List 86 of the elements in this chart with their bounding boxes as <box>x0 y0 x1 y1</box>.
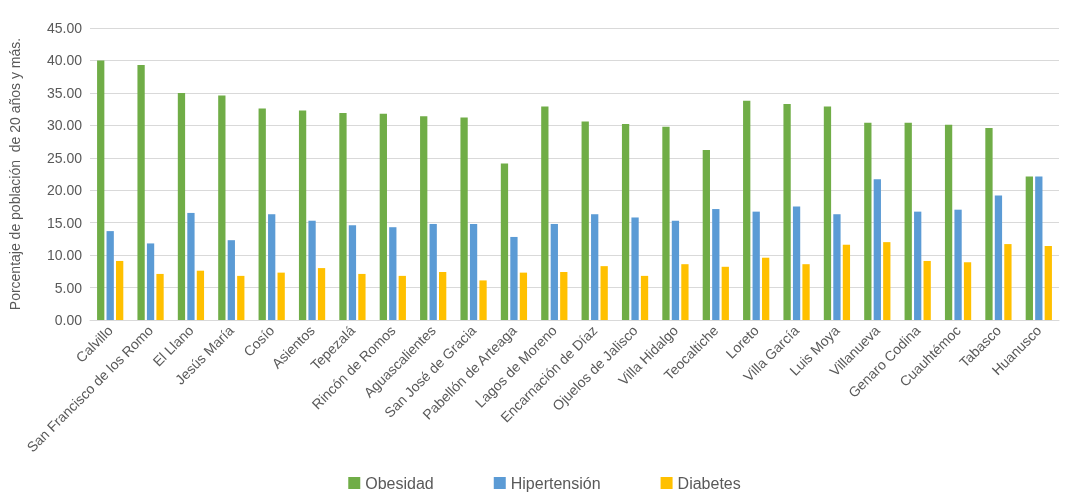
bar <box>389 227 397 320</box>
bar <box>398 275 406 320</box>
bar <box>258 108 266 320</box>
y-tick-label: 25.00 <box>46 149 83 166</box>
bar <box>550 223 558 320</box>
y-tick-label: 0.00 <box>54 312 83 328</box>
bar <box>469 223 478 320</box>
bar <box>923 260 931 320</box>
bar <box>671 220 680 320</box>
bar <box>640 275 649 320</box>
bar <box>600 266 608 320</box>
bar <box>420 116 428 320</box>
bar <box>439 271 447 320</box>
y-tick-label: 15.00 <box>46 214 83 231</box>
bar <box>1044 246 1052 320</box>
bar <box>560 271 568 320</box>
bar <box>308 220 316 320</box>
bar <box>944 124 953 320</box>
bar <box>792 206 801 320</box>
bar <box>842 244 851 320</box>
y-tick-label: 10.00 <box>46 247 83 264</box>
bar <box>802 264 810 320</box>
bar <box>873 179 881 320</box>
bar <box>702 149 710 320</box>
bar <box>218 95 226 320</box>
legend-label: Hipertensión <box>510 474 601 492</box>
bar <box>187 212 195 320</box>
bar <box>762 257 770 320</box>
bar <box>1035 176 1043 320</box>
bar <box>883 242 891 320</box>
y-tick-label: 35.00 <box>46 84 83 101</box>
bar <box>591 214 599 320</box>
bar <box>712 209 720 320</box>
bar <box>429 223 437 320</box>
bar <box>277 272 285 320</box>
bar <box>317 268 326 320</box>
bar <box>743 100 751 320</box>
bar <box>581 121 589 320</box>
bar <box>864 122 872 320</box>
y-axis-title: Porcentaje de población de 20 años y más. <box>7 37 23 311</box>
bar <box>268 214 276 320</box>
legend-label: Obesidad <box>365 474 434 492</box>
bar <box>833 214 841 320</box>
bar <box>519 272 528 320</box>
bar <box>541 106 549 320</box>
y-tick-label: 45.00 <box>46 20 83 36</box>
bar <box>985 127 993 320</box>
bar <box>1004 244 1012 320</box>
bar <box>1025 176 1033 320</box>
bar <box>348 225 357 320</box>
bar <box>116 260 124 320</box>
bar <box>914 211 922 320</box>
bar <box>500 163 509 320</box>
y-tick-label: 20.00 <box>46 182 83 199</box>
bar <box>681 264 689 320</box>
bar <box>227 240 235 320</box>
bar <box>823 106 832 320</box>
y-tick-label: 30.00 <box>46 117 83 134</box>
bar <box>298 110 307 320</box>
bar <box>106 231 114 320</box>
bar <box>721 266 729 320</box>
y-tick-label: 5.00 <box>54 279 83 296</box>
bar <box>752 211 760 320</box>
bar <box>97 60 105 320</box>
bar <box>621 124 630 320</box>
bar <box>631 217 639 320</box>
bar <box>662 126 670 320</box>
bar <box>137 64 145 320</box>
bar <box>146 243 155 320</box>
bar <box>379 113 387 320</box>
bar <box>954 209 962 320</box>
legend-label: Diabetes <box>677 474 741 492</box>
bar <box>237 275 245 320</box>
bar <box>783 103 791 320</box>
bar <box>196 270 205 320</box>
bar <box>479 280 487 320</box>
bar <box>510 236 518 320</box>
bar <box>156 273 164 320</box>
bar <box>994 195 1003 320</box>
y-tick-label: 40.00 <box>46 52 83 69</box>
bar <box>177 92 186 320</box>
bar <box>963 262 972 320</box>
bar <box>339 113 347 320</box>
bar <box>460 117 468 320</box>
bar <box>904 122 912 320</box>
bar <box>358 273 366 320</box>
